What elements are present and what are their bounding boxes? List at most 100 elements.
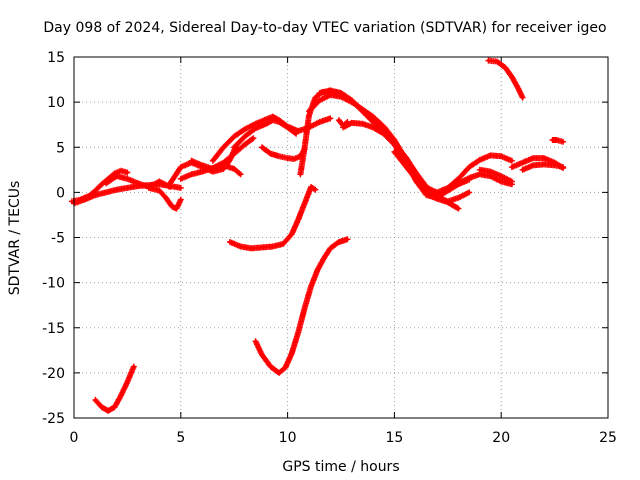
data-point — [277, 154, 281, 158]
data-point — [228, 240, 232, 244]
data-point — [222, 163, 226, 167]
y-tick-label: -5 — [51, 231, 65, 247]
data-point — [322, 256, 326, 260]
data-point — [298, 172, 302, 176]
data-point — [168, 185, 172, 189]
data-point — [309, 284, 313, 288]
data-point — [403, 158, 407, 162]
data-point — [382, 124, 386, 128]
data-point — [499, 180, 503, 184]
data-point — [277, 371, 281, 375]
data-point — [115, 174, 119, 178]
data-point — [499, 154, 503, 158]
x-axis-label: GPS time / hours — [282, 459, 399, 475]
data-point — [100, 182, 104, 186]
data-point — [100, 405, 104, 409]
data-point — [119, 169, 123, 173]
data-point — [251, 136, 255, 140]
data-point — [307, 114, 311, 118]
data-point — [313, 188, 317, 192]
series-trace-16 — [391, 148, 515, 196]
data-point — [296, 330, 300, 334]
data-point — [414, 177, 418, 181]
data-point — [337, 118, 341, 122]
x-tick-label: 15 — [385, 430, 403, 446]
data-point — [136, 181, 140, 185]
data-point — [147, 186, 151, 190]
data-point — [296, 129, 300, 133]
data-point — [371, 115, 375, 119]
data-point — [189, 159, 193, 163]
data-point — [239, 245, 243, 249]
data-point — [264, 122, 268, 126]
data-point — [303, 306, 307, 310]
series-trace-23 — [252, 236, 351, 376]
data-point — [292, 157, 296, 161]
x-tick-label: 10 — [279, 430, 297, 446]
data-point — [164, 196, 168, 200]
series-trace-8 — [188, 157, 244, 178]
data-point — [303, 145, 307, 149]
data-point — [132, 365, 136, 369]
data-point — [489, 153, 493, 157]
data-point — [239, 172, 243, 176]
data-point — [277, 120, 281, 124]
data-point — [446, 186, 450, 190]
data-point — [243, 127, 247, 131]
x-tick-label: 5 — [176, 430, 185, 446]
y-tick-label: 5 — [56, 140, 65, 156]
series-trace-5 — [145, 184, 184, 212]
data-point — [290, 351, 294, 355]
data-point — [175, 207, 179, 211]
data-point — [104, 190, 108, 194]
data-point — [478, 172, 482, 176]
series-trace-20 — [519, 161, 567, 173]
data-point — [125, 186, 129, 190]
data-point — [392, 150, 396, 154]
series-trace-10 — [231, 117, 300, 151]
data-point — [339, 91, 343, 95]
data-point — [561, 140, 565, 144]
data-point — [269, 365, 273, 369]
data-point — [467, 190, 471, 194]
data-point — [260, 245, 264, 249]
data-point — [521, 96, 525, 100]
data-point — [550, 138, 554, 142]
data-point — [286, 125, 290, 129]
data-point — [200, 170, 204, 174]
data-point — [341, 124, 345, 128]
data-point — [489, 170, 493, 174]
data-point — [467, 176, 471, 180]
data-point — [179, 177, 183, 181]
x-tick-label: 20 — [492, 430, 510, 446]
data-point — [254, 122, 258, 126]
data-point — [521, 168, 525, 172]
data-point — [467, 165, 471, 169]
data-point — [542, 162, 546, 166]
data-point — [168, 181, 172, 185]
data-point — [271, 118, 275, 122]
data-point — [179, 198, 183, 202]
data-point — [531, 163, 535, 167]
data-point — [254, 339, 258, 343]
data-point — [510, 165, 514, 169]
data-point — [303, 201, 307, 205]
data-point — [189, 172, 193, 176]
data-point — [157, 180, 161, 184]
data-point — [516, 87, 520, 91]
data-point — [271, 115, 275, 119]
data-point — [119, 393, 123, 397]
data-point — [531, 156, 535, 160]
data-point — [307, 109, 311, 113]
data-point — [435, 190, 439, 194]
data-markers — [252, 236, 351, 376]
data-point — [296, 217, 300, 221]
data-point — [382, 132, 386, 136]
x-tick-label: 0 — [70, 430, 79, 446]
data-point — [542, 156, 546, 160]
data-point — [328, 93, 332, 97]
data-point — [232, 167, 236, 171]
data-point — [486, 59, 490, 63]
data-point — [211, 167, 215, 171]
